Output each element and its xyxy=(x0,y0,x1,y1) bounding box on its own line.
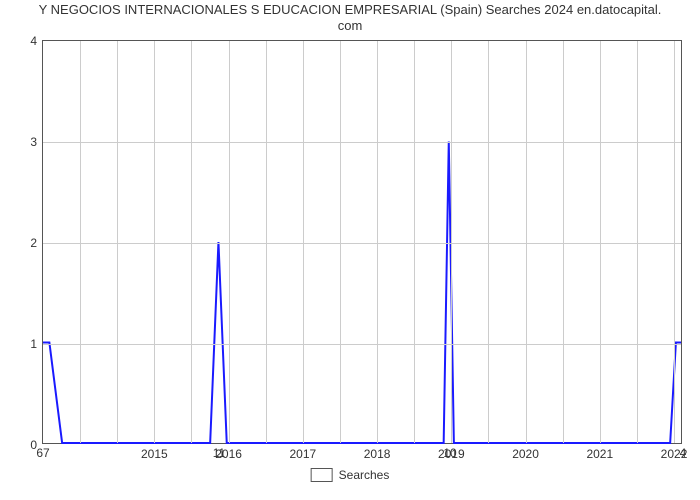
x-tick-label: 2018 xyxy=(364,443,391,461)
grid-h xyxy=(43,142,681,143)
value-annotation: 4 xyxy=(680,446,687,460)
grid-h xyxy=(43,344,681,345)
grid-v xyxy=(600,41,601,443)
chart-title: Y NEGOCIOS INTERNACIONALES S EDUCACION E… xyxy=(0,2,700,33)
chart-container: Y NEGOCIOS INTERNACIONALES S EDUCACION E… xyxy=(0,0,700,500)
y-tick-label: 4 xyxy=(30,34,43,48)
line-series xyxy=(43,41,681,443)
grid-v xyxy=(303,41,304,443)
x-tick-label: 2017 xyxy=(289,443,316,461)
x-tick-label: 2015 xyxy=(141,443,168,461)
series-line xyxy=(43,142,681,444)
grid-v xyxy=(563,41,564,443)
grid-v xyxy=(117,41,118,443)
grid-v xyxy=(674,41,675,443)
grid-v xyxy=(526,41,527,443)
y-tick-label: 3 xyxy=(30,135,43,149)
grid-v xyxy=(451,41,452,443)
value-annotation: 11 xyxy=(213,446,225,460)
y-tick-label: 2 xyxy=(30,236,43,250)
grid-v xyxy=(637,41,638,443)
y-tick-label: 1 xyxy=(30,337,43,351)
grid-v xyxy=(191,41,192,443)
grid-v xyxy=(229,41,230,443)
grid-v xyxy=(488,41,489,443)
legend: Searches xyxy=(311,468,390,482)
value-annotation: 67 xyxy=(36,446,49,460)
grid-v xyxy=(377,41,378,443)
x-tick-label: 2020 xyxy=(512,443,539,461)
chart-title-line1: Y NEGOCIOS INTERNACIONALES S EDUCACION E… xyxy=(0,2,700,18)
legend-swatch xyxy=(311,468,333,482)
plot-area: 0123420152016201720182019202020212022671… xyxy=(42,40,682,444)
grid-h xyxy=(43,243,681,244)
chart-title-line2: com xyxy=(0,18,700,34)
legend-label: Searches xyxy=(339,468,390,482)
grid-v xyxy=(266,41,267,443)
grid-v xyxy=(80,41,81,443)
value-annotation: 10 xyxy=(443,446,456,460)
x-tick-label: 2021 xyxy=(586,443,613,461)
grid-v xyxy=(154,41,155,443)
grid-v xyxy=(414,41,415,443)
grid-v xyxy=(340,41,341,443)
